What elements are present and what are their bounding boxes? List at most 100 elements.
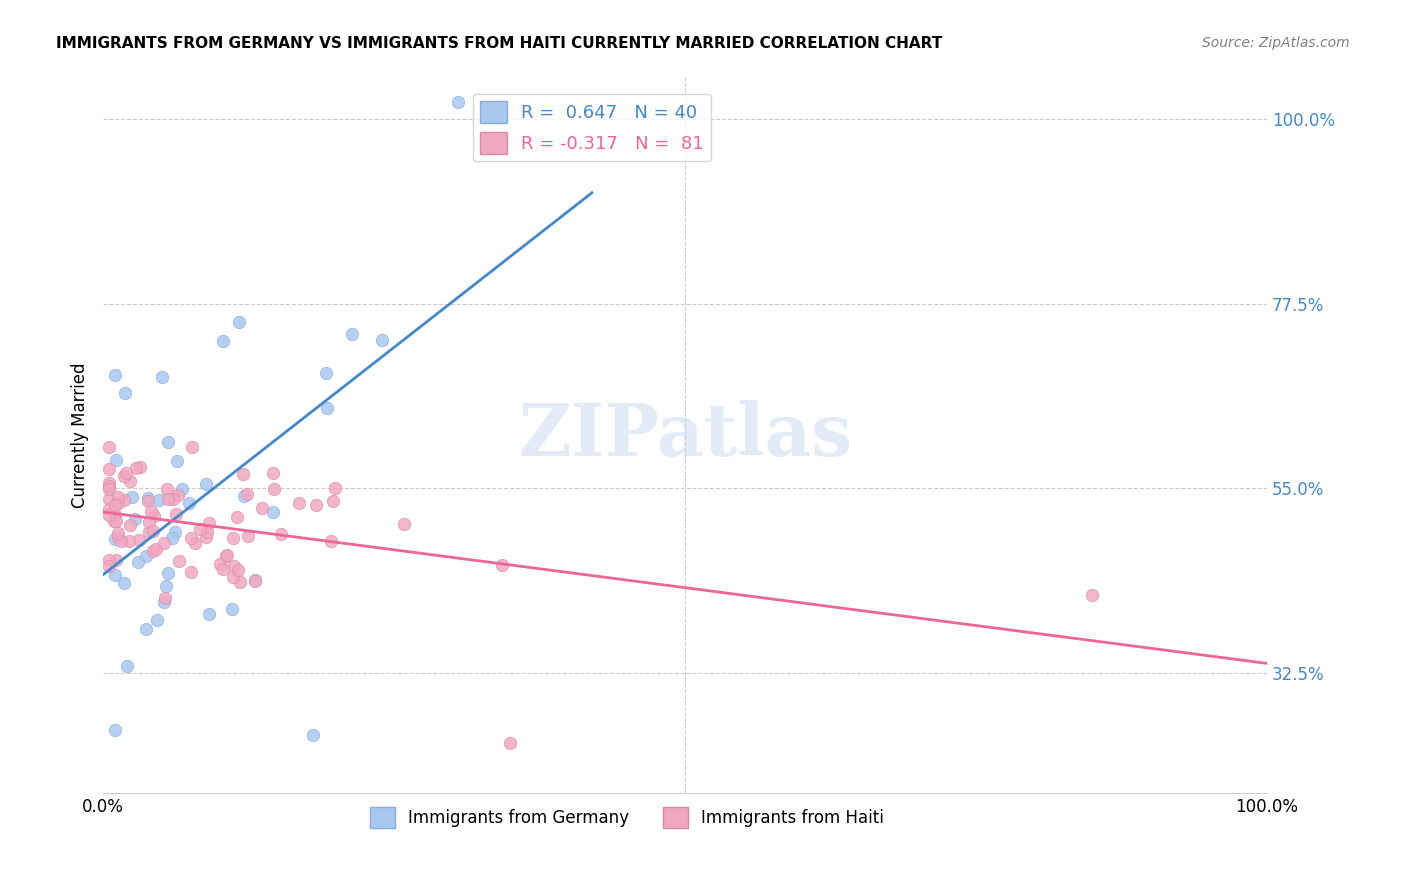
Point [148,492,170,507]
Point [211,334,233,348]
Point [166,487,188,501]
Point [117,659,139,673]
Point [136,494,159,508]
Point [243,574,266,588]
Point [138,515,160,529]
Point [114,575,136,590]
Point [146,613,169,627]
Point [110,533,132,548]
Point [180,531,202,545]
Point [104,567,127,582]
Point [165,507,187,521]
Point [232,467,254,482]
Point [127,555,149,569]
Point [499,736,522,750]
Point [121,490,143,504]
Point [262,505,284,519]
Legend: Immigrants from Germany, Immigrants from Haiti: Immigrants from Germany, Immigrants from… [363,801,890,834]
Point [104,368,127,383]
Point [228,574,250,589]
Point [156,566,179,581]
Point [114,466,136,480]
Point [103,514,125,528]
Point [392,516,415,531]
Point [107,530,129,544]
Point [315,367,337,381]
Point [188,522,211,536]
Point [118,533,141,548]
Point [98,553,121,567]
Point [124,512,146,526]
Point [97,558,120,573]
Point [152,594,174,608]
Point [195,525,218,540]
Point [491,558,513,573]
Point [177,496,200,510]
Point [160,531,183,545]
Point [128,533,150,547]
Point [195,477,218,491]
Point [105,453,128,467]
Point [262,467,284,481]
Point [97,482,120,496]
Point [315,401,337,416]
Point [104,723,127,737]
Point [104,499,127,513]
Point [221,601,243,615]
Point [105,552,128,566]
Point [97,501,120,516]
Point [165,524,187,539]
Point [125,460,148,475]
Point [145,541,167,556]
Point [215,549,238,563]
Point [323,481,346,495]
Point [243,573,266,587]
Point [263,483,285,497]
Point [97,441,120,455]
Point [166,454,188,468]
Point [104,508,127,522]
Point [181,441,204,455]
Point [1081,588,1104,602]
Point [228,315,250,329]
Point [139,504,162,518]
Point [172,482,194,496]
Point [107,526,129,541]
Point [114,493,136,508]
Point [107,490,129,504]
Point [97,462,120,476]
Point [212,562,235,576]
Point [270,526,292,541]
Point [342,326,364,341]
Point [138,525,160,540]
Point [222,570,245,584]
Point [208,557,231,571]
Point [301,728,323,742]
Point [371,333,394,347]
Point [198,516,221,530]
Point [287,496,309,510]
Point [97,508,120,522]
Point [155,579,177,593]
Text: IMMIGRANTS FROM GERMANY VS IMMIGRANTS FROM HAITI CURRENTLY MARRIED CORRELATION C: IMMIGRANTS FROM GERMANY VS IMMIGRANTS FR… [56,36,942,51]
Point [226,562,249,576]
Point [217,549,239,563]
Point [107,496,129,510]
Point [120,517,142,532]
Point [224,558,246,573]
Point [198,607,221,621]
Point [97,476,120,491]
Point [447,95,470,109]
Point [235,487,257,501]
Y-axis label: Currently Married: Currently Married [72,362,89,508]
Point [233,489,256,503]
Point [97,479,120,493]
Point [142,544,165,558]
Point [180,565,202,579]
Point [195,531,218,545]
Point [142,508,165,523]
Point [97,480,120,494]
Point [136,491,159,506]
Text: ZIPatlas: ZIPatlas [517,400,852,471]
Point [305,498,328,512]
